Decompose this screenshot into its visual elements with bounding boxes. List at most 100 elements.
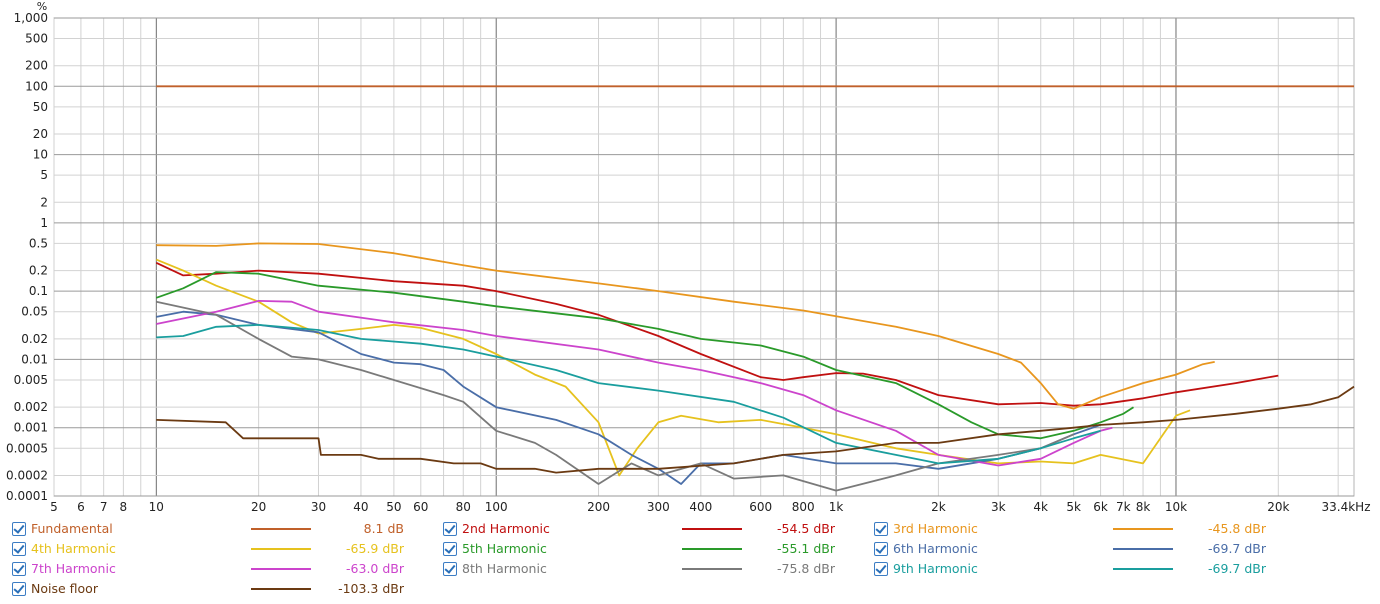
checkbox-7th-harmonic[interactable] [12, 562, 26, 576]
legend: Fundamental 8.1 dB 2nd Harmonic -54.5 dBr 3r… [0, 516, 1380, 604]
legend-item-6th-harmonic: 6th Harmonic -69.7 dBr [874, 540, 1284, 558]
x-tick-label: 20 [251, 500, 266, 512]
x-tick-label: 40 [353, 500, 368, 512]
legend-item-9th-harmonic: 9th Harmonic -69.7 dBr [874, 560, 1284, 578]
legend-item-8th-harmonic: 8th Harmonic -75.8 dBr [443, 560, 853, 578]
legend-item-7th-harmonic: 7th Harmonic -63.0 dBr [12, 560, 422, 578]
y-tick-label: 1 [40, 216, 48, 230]
series-7th-harmonic-line [156, 299, 1113, 467]
y-tick-label: 0.0001 [6, 489, 48, 503]
x-tick-label: 30 [311, 500, 326, 512]
y-tick-label: 500 [25, 32, 48, 46]
y-tick-label: 0.2 [29, 264, 48, 278]
x-tick-label: 300 [647, 500, 670, 512]
series-3rd-harmonic-line [156, 242, 1215, 410]
legend-swatch [1113, 568, 1173, 570]
legend-value: -63.0 dBr [346, 561, 404, 576]
legend-swatch [1113, 528, 1173, 530]
legend-label: Fundamental [31, 521, 113, 536]
x-tick-label: 4k [1033, 500, 1048, 512]
x-tick-label: 5 [50, 500, 58, 512]
y-tick-label: 0.02 [21, 332, 48, 346]
x-tick-label: 50 [386, 500, 401, 512]
x-tick-label: 10 [149, 500, 164, 512]
legend-value: -55.1 dBr [777, 541, 835, 556]
checkbox-4th-harmonic[interactable] [12, 542, 26, 556]
x-tick-label: 8k [1136, 500, 1151, 512]
checkbox-fundamental[interactable] [12, 522, 26, 536]
checkbox-8th-harmonic[interactable] [443, 562, 457, 576]
y-tick-label: 1,000 [14, 11, 48, 25]
y-tick-label: 0.01 [21, 352, 48, 366]
checkbox-6th-harmonic[interactable] [874, 542, 888, 556]
y-tick-label: 50 [33, 100, 48, 114]
legend-value: -103.3 dBr [338, 581, 404, 596]
checkbox-noise-floor[interactable] [12, 582, 26, 596]
y-tick-label: 0.0005 [6, 441, 48, 455]
checkbox-3rd-harmonic[interactable] [874, 522, 888, 536]
y-tick-label: 0.5 [29, 236, 48, 250]
legend-label: Noise floor [31, 581, 98, 596]
x-tick-label: 7k [1116, 500, 1131, 512]
legend-label: 3rd Harmonic [893, 521, 978, 536]
legend-item-4th-harmonic: 4th Harmonic -65.9 dBr [12, 540, 422, 558]
legend-item-fundamental: Fundamental 8.1 dB [12, 520, 422, 538]
x-tick-label: 1k [829, 500, 844, 512]
legend-label: 2nd Harmonic [462, 521, 550, 536]
chart-ticks: 5 6 7 8 10 20 30 40 50 60 80 100 200 300 400 600 800 1k 2k… [6, 11, 1371, 512]
x-tick-label: 5k [1066, 500, 1081, 512]
x-tick-label: 3k [991, 500, 1006, 512]
legend-swatch [251, 528, 311, 530]
series-9th-harmonic-line [156, 323, 1101, 465]
legend-swatch [251, 568, 311, 570]
legend-label: 7th Harmonic [31, 561, 116, 576]
checkbox-9th-harmonic[interactable] [874, 562, 888, 576]
legend-swatch [251, 588, 311, 590]
y-tick-label: 10 [33, 148, 48, 162]
legend-label: 5th Harmonic [462, 541, 547, 556]
y-tick-label: 0.05 [21, 305, 48, 319]
x-tick-label: 60 [413, 500, 428, 512]
legend-swatch [251, 548, 311, 550]
legend-item-5th-harmonic: 5th Harmonic -55.1 dBr [443, 540, 853, 558]
series-4th-harmonic-line [155, 258, 1191, 477]
x-tick-label: 10k [1165, 500, 1187, 512]
series-noise-floor-line [156, 385, 1355, 474]
x-tick-label: 200 [587, 500, 610, 512]
y-tick-label: 0.005 [14, 373, 48, 387]
legend-value: 8.1 dB [363, 521, 404, 536]
legend-value: -65.9 dBr [346, 541, 404, 556]
x-tick-label: 20k [1267, 500, 1289, 512]
x-tick-label: 8 [120, 500, 128, 512]
legend-swatch [682, 548, 742, 550]
legend-value: -69.7 dBr [1208, 561, 1266, 576]
legend-swatch [682, 528, 742, 530]
legend-label: 4th Harmonic [31, 541, 116, 556]
y-tick-label: 0.1 [29, 284, 48, 298]
x-tick-label: 2k [931, 500, 946, 512]
x-tick-label: 600 [749, 500, 772, 512]
legend-swatch [1113, 548, 1173, 550]
legend-item-noise-floor: Noise floor -103.3 dBr [12, 580, 422, 598]
chart-series [155, 85, 1355, 492]
legend-value: -54.5 dBr [777, 521, 835, 536]
legend-label: 9th Harmonic [893, 561, 978, 576]
y-tick-label: 20 [33, 127, 48, 141]
legend-value: -75.8 dBr [777, 561, 835, 576]
x-tick-label: 6 [77, 500, 85, 512]
x-tick-label: 80 [456, 500, 471, 512]
checkbox-2nd-harmonic[interactable] [443, 522, 457, 536]
plot-area [53, 17, 1355, 497]
y-tick-label: 5 [40, 168, 48, 182]
x-tick-label: 100 [485, 500, 508, 512]
x-tick-label: 800 [792, 500, 815, 512]
series-6th-harmonic-line [156, 310, 1101, 485]
legend-item-2nd-harmonic: 2nd Harmonic -54.5 dBr [443, 520, 853, 538]
series-8th-harmonic-line [156, 300, 1075, 492]
y-tick-label: 200 [25, 59, 48, 73]
checkbox-5th-harmonic[interactable] [443, 542, 457, 556]
legend-label: 8th Harmonic [462, 561, 547, 576]
y-unit-label: % [37, 0, 47, 13]
y-tick-label: 0.0002 [6, 468, 48, 482]
legend-value: -69.7 dBr [1208, 541, 1266, 556]
